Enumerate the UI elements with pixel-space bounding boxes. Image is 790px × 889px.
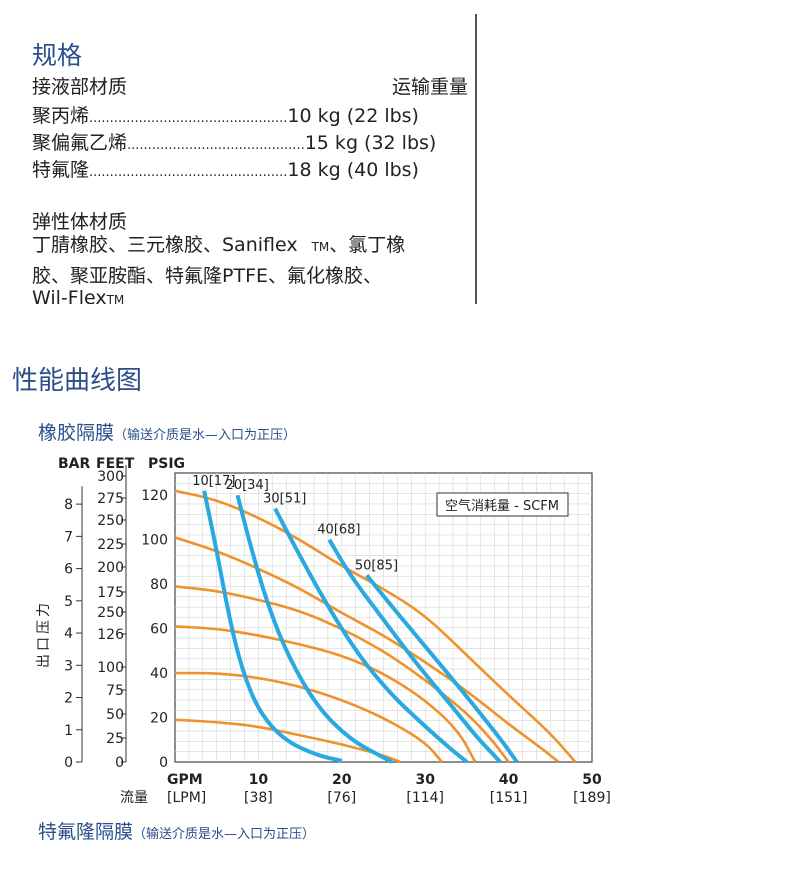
psig-tick-label: 120: [141, 488, 168, 504]
axis-unit-bar: BAR: [58, 456, 91, 472]
x-axis-label: 流量: [120, 790, 148, 806]
subtitle-text: 特氟隆隔膜: [38, 821, 134, 843]
pressure-curve: [174, 718, 401, 764]
x-tick-label: 10: [249, 772, 269, 788]
series-label: 20[34]: [226, 478, 269, 493]
bar-tick-label: 2: [64, 691, 73, 707]
x-tick-lpm-label: [114]: [406, 790, 444, 806]
legend-label: 空气消耗量 - SCFM: [445, 498, 559, 514]
feet-tick-label: 175: [97, 585, 124, 601]
x-tick-lpm-label: [151]: [490, 790, 528, 806]
pressure-curve: [175, 671, 443, 763]
performance-chart: 10[17]20[34]30[51] 40[68] 50[85] 空气消耗量 - SC…: [36, 456, 611, 806]
axis-unit-psig: PSIG: [148, 456, 185, 472]
bar-tick-label: 5: [64, 594, 73, 610]
spec-dots: ........................................…: [89, 111, 288, 126]
air-consumption-curve: [365, 574, 519, 764]
feet-tick-label: 75: [106, 683, 124, 699]
x-tick-label: 40: [499, 772, 519, 788]
y-axis-label: 出口压力: [36, 600, 52, 668]
spec-weight: 10 kg (22 lbs): [287, 105, 419, 127]
wetted-heading: 接液部材质: [32, 76, 128, 98]
spec-dots: ........................................…: [89, 165, 288, 180]
spec-weight: 15 kg (32 lbs): [304, 132, 437, 154]
bar-tick-label: 7: [64, 529, 73, 545]
bar-tick-label: 0: [64, 755, 73, 771]
bar-tick-label: 1: [64, 723, 73, 739]
spec-weight: 18 kg (40 lbs): [287, 159, 419, 181]
spec-row: 特氟隆.....................................…: [32, 155, 419, 182]
performance-subtitle: 橡胶隔膜（输送介质是水—入口为正压）: [38, 418, 296, 445]
air-consumption-curve: [235, 494, 393, 764]
feet-tick-label: 250: [97, 605, 124, 621]
x-unit-lpm: [LPM]: [167, 790, 206, 806]
series-label: 30[51]: [263, 492, 306, 507]
series-label: 10[17]: [192, 474, 235, 489]
x-tick-lpm-label: [189]: [573, 790, 611, 806]
tm-mark: TM: [311, 240, 330, 254]
subtitle-text: 橡胶隔膜: [38, 422, 115, 444]
spec-row: 聚偏氟乙烯...................................…: [32, 128, 436, 155]
spec-material: 聚丙烯: [32, 105, 90, 127]
bar-tick-label: 3: [64, 658, 73, 674]
spec-dots: ........................................…: [127, 138, 305, 153]
series-label: 40[68]: [317, 523, 360, 538]
spec-row: 聚丙烯.....................................…: [32, 101, 419, 128]
feet-tick-label: 100: [97, 660, 124, 676]
psig-tick-label: 60: [150, 622, 168, 638]
x-unit-gpm: GPM: [167, 772, 203, 788]
subtitle-note: （输送介质是水—入口为正压）: [133, 827, 316, 842]
spec-material: 聚偏氟乙烯: [32, 132, 128, 154]
x-tick-lpm-label: [76]: [327, 790, 356, 806]
psig-tick-label: 40: [150, 666, 168, 682]
elastomer-heading: 弹性体材质: [32, 211, 128, 233]
feet-tick-label: 250: [97, 513, 124, 529]
pressure-curve: [174, 489, 577, 763]
feet-tick-label: 50: [106, 707, 124, 723]
pressure-curve: [174, 625, 477, 763]
feet-tick-label: 225: [97, 537, 124, 553]
column-divider: [475, 14, 477, 304]
legend-box: [436, 492, 569, 517]
feet-tick-label: 25: [106, 731, 124, 747]
teflon-subtitle: 特氟隆隔膜（输送介质是水—入口为正压）: [38, 817, 315, 844]
psig-tick-label: 20: [150, 711, 168, 727]
elastomer-line-1: 丁腈橡胶、三元橡胶、Saniflex TM、氯丁橡: [32, 230, 405, 257]
x-tick-label: 50: [582, 772, 602, 788]
pressure-curve: [174, 536, 560, 764]
spec-material: 特氟隆: [32, 159, 90, 181]
subtitle-note: （输送介质是水—入口为正压）: [114, 428, 297, 443]
bar-tick-label: 8: [64, 497, 73, 513]
tm-mark: TM: [106, 293, 125, 304]
axis-unit-feet: FEET: [96, 456, 135, 472]
air-consumption-curve: [202, 490, 343, 763]
elastomer-text: 丁腈橡胶、三元橡胶、Saniflex: [32, 234, 298, 256]
psig-tick-label: 100: [141, 533, 168, 549]
feet-tick-label: 0: [115, 755, 124, 771]
feet-tick-label: 126: [97, 627, 124, 643]
elastomer-line-2: 胶、聚亚胺酯、特氟隆PTFE、氟化橡胶、: [32, 265, 382, 287]
specs-title: 规格: [32, 41, 83, 70]
bar-tick-label: 6: [64, 562, 73, 578]
elastomer-text: Wil-Flex: [32, 287, 107, 304]
x-tick-label: 20: [332, 772, 352, 788]
x-tick-lpm-label: [38]: [244, 790, 273, 806]
performance-title: 性能曲线图: [12, 366, 143, 396]
feet-tick-label: 275: [97, 491, 124, 507]
psig-tick-label: 80: [150, 577, 168, 593]
elastomer-line-3: Wil-FlexTM: [32, 287, 124, 304]
weight-heading: 运输重量: [392, 76, 469, 98]
feet-tick-label: 200: [97, 560, 124, 576]
air-consumption-curve: [327, 538, 502, 764]
elastomer-text: 、氯丁橡: [329, 234, 406, 256]
series-label: 50[85]: [355, 558, 398, 573]
air-consumption-curve: [273, 507, 469, 764]
x-tick-label: 30: [415, 772, 435, 788]
bar-tick-label: 4: [64, 626, 73, 642]
feet-tick-label: 300: [97, 469, 124, 485]
psig-tick-label: 0: [159, 755, 168, 771]
